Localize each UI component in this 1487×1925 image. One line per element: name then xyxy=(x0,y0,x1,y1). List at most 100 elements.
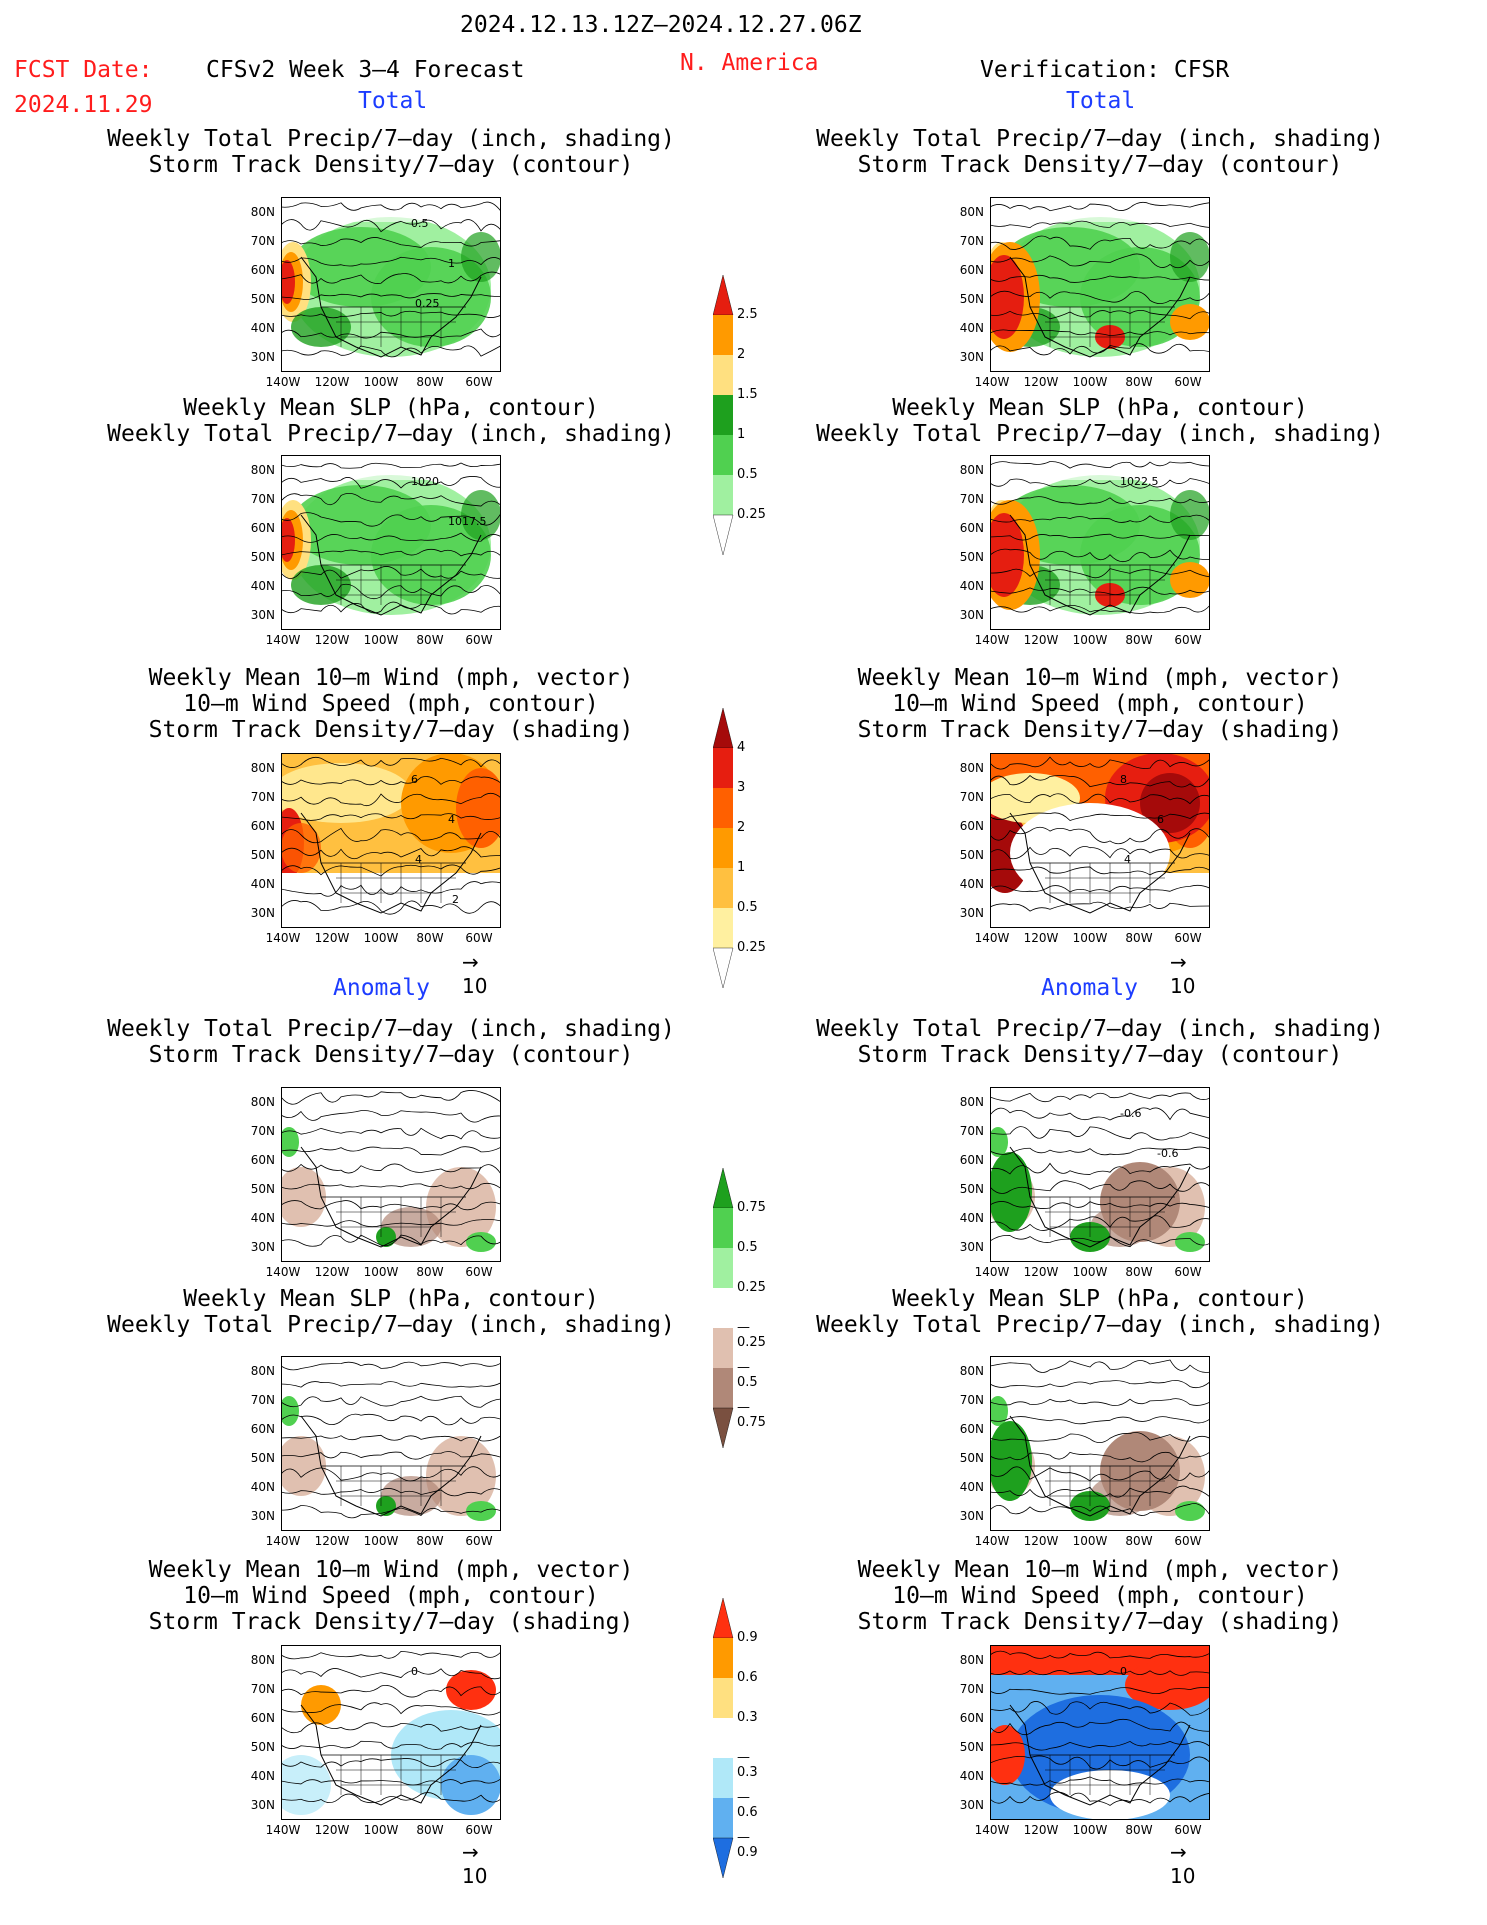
map-a2 xyxy=(281,1356,501,1531)
lon-label: 80W xyxy=(1125,633,1153,647)
panel-title-a2: Weekly Mean SLP (hPa, contour) Weekly Tot… xyxy=(41,1286,741,1338)
lat-label: 40N xyxy=(250,1211,275,1225)
lon-label: 120W xyxy=(1023,633,1059,647)
lon-label: 140W xyxy=(265,1534,301,1548)
lat-label: 30N xyxy=(250,350,275,364)
lat-label: 40N xyxy=(250,1769,275,1783)
lat-label: 30N xyxy=(959,608,984,622)
contour-label: 8 xyxy=(1120,773,1127,786)
panel-title-a1: Weekly Total Precip/7—day (inch, shading… xyxy=(41,1016,741,1068)
map-a3: 0 xyxy=(281,1645,501,1820)
lat-label: 80N xyxy=(959,761,984,775)
lon-label: 100W xyxy=(1072,1534,1108,1548)
panel-title-p1: Weekly Total Precip/7—day (inch, shading… xyxy=(41,126,741,178)
lat-label: 80N xyxy=(250,205,275,219)
title-line: Weekly Total Precip/7—day (inch, shading… xyxy=(816,1312,1384,1338)
colorbar-label: 0.5 xyxy=(737,467,758,482)
lon-label: 100W xyxy=(363,633,399,647)
lat-label: 50N xyxy=(959,1182,984,1196)
lat-label: 70N xyxy=(959,790,984,804)
lat-label: 60N xyxy=(959,521,984,535)
title-line: Weekly Mean SLP (hPa, contour) xyxy=(183,1286,599,1312)
lat-label: 50N xyxy=(959,292,984,306)
lat-label: 70N xyxy=(250,492,275,506)
lon-label: 140W xyxy=(974,1265,1010,1279)
lat-label: 70N xyxy=(959,492,984,506)
date-range: 2024.12.13.12Z—2024.12.27.06Z xyxy=(460,12,862,38)
lat-label: 80N xyxy=(250,1364,275,1378)
lon-label: 100W xyxy=(1072,633,1108,647)
lat-label: 60N xyxy=(959,819,984,833)
region-title: N. America xyxy=(680,50,819,76)
lon-label: 80W xyxy=(1125,1265,1153,1279)
title-line: Weekly Total Precip/7—day (inch, shading… xyxy=(816,421,1384,447)
lon-label: 140W xyxy=(265,931,301,945)
contour-label: 4 xyxy=(1124,853,1131,866)
panel-title-p2: Weekly Mean SLP (hPa, contour) Weekly Tot… xyxy=(41,395,741,447)
title-line: Storm Track Density/7—day (shading) xyxy=(857,717,1343,743)
title-line: Weekly Mean SLP (hPa, contour) xyxy=(892,395,1308,421)
lat-label: 50N xyxy=(250,292,275,306)
map-canvas: 6 4 4 2 xyxy=(281,753,501,928)
map-b3: 0 xyxy=(990,1645,1210,1820)
lat-label: 30N xyxy=(250,608,275,622)
map-b1: -0.6 -0.6 xyxy=(990,1087,1210,1262)
lat-label: 70N xyxy=(250,1682,275,1696)
map-canvas: 1022.5 xyxy=(990,455,1210,630)
colorbar-label: 0.9 xyxy=(737,1630,758,1645)
title-line: Weekly Total Precip/7—day (inch, shading… xyxy=(107,1312,675,1338)
lon-label: 120W xyxy=(1023,1823,1059,1837)
map-canvas xyxy=(990,197,1210,372)
lon-label: 140W xyxy=(974,1823,1010,1837)
title-line: Weekly Total Precip/7—day (inch, shading… xyxy=(816,1016,1384,1042)
contour-label: 0 xyxy=(1120,1665,1127,1678)
lon-label: 80W xyxy=(416,633,444,647)
colorbar-label: 0.25 xyxy=(737,1280,766,1295)
colorbar-label: 2 xyxy=(737,820,746,835)
contour-label: 4 xyxy=(448,813,455,826)
lat-label: 30N xyxy=(250,1509,275,1523)
model-title: CFSv2 Week 3–4 Forecast xyxy=(206,57,525,83)
title-line: Storm Track Density/7—day (contour) xyxy=(857,1042,1343,1068)
lon-label: 100W xyxy=(1072,1823,1108,1837)
lon-label: 60W xyxy=(465,931,493,945)
vector-ref-3: → 10 xyxy=(462,1840,488,1888)
section-total-left: Total xyxy=(358,88,428,114)
title-line: Weekly Total Precip/7—day (inch, shading… xyxy=(816,126,1384,152)
lat-label: 50N xyxy=(959,550,984,564)
lat-label: 70N xyxy=(959,1124,984,1138)
lon-label: 140W xyxy=(265,1823,301,1837)
colorbar-label: 0.5 xyxy=(737,1240,758,1255)
colorbar-label: 0.25 xyxy=(737,940,766,955)
colorbar-label: 2.5 xyxy=(737,307,758,322)
lon-label: 80W xyxy=(416,1265,444,1279)
section-anomaly-left: Anomaly xyxy=(333,975,430,1001)
lat-label: 70N xyxy=(250,1124,275,1138)
map-q1 xyxy=(990,197,1210,372)
lat-label: 40N xyxy=(250,877,275,891)
title-line: Weekly Total Precip/7—day (inch, shading… xyxy=(107,126,675,152)
lon-label: 100W xyxy=(363,931,399,945)
lat-label: 60N xyxy=(250,819,275,833)
map-canvas xyxy=(281,1356,501,1531)
panel-title-q3: Weekly Mean 10—m Wind (mph, vector) 10—m … xyxy=(750,665,1450,743)
title-line: Storm Track Density/7—day (contour) xyxy=(857,152,1343,178)
lat-label: 30N xyxy=(250,906,275,920)
colorbar-label: 3 xyxy=(737,780,746,795)
lat-label: 40N xyxy=(250,1480,275,1494)
lon-label: 100W xyxy=(363,375,399,389)
lon-label: 60W xyxy=(465,1534,493,1548)
lat-label: 30N xyxy=(250,1798,275,1812)
lat-label: 40N xyxy=(959,1211,984,1225)
lat-label: 80N xyxy=(250,1653,275,1667)
vector-ref-1: → 10 xyxy=(462,950,488,998)
title-line: Storm Track Density/7—day (shading) xyxy=(857,1609,1343,1635)
lat-label: 50N xyxy=(250,848,275,862)
lat-label: 50N xyxy=(959,1451,984,1465)
colorbar-label: —0.75 xyxy=(737,1400,766,1430)
map-b2 xyxy=(990,1356,1210,1531)
lat-label: 80N xyxy=(250,1095,275,1109)
lon-label: 60W xyxy=(1174,1823,1202,1837)
map-canvas: -0.6 -0.6 xyxy=(990,1087,1210,1262)
lat-label: 60N xyxy=(959,263,984,277)
